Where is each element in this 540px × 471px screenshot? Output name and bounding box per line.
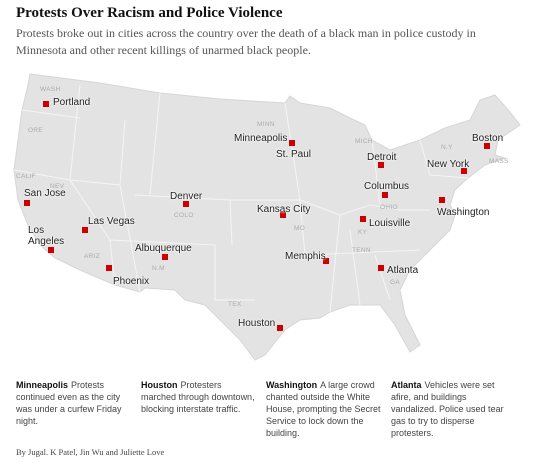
city-marker (162, 254, 168, 260)
note: Atlanta Vehicles were set afire, and buil… (391, 379, 507, 439)
city-label: Houston (238, 318, 276, 329)
city-label: St. Paul (276, 149, 312, 160)
state-label: N.M (152, 265, 165, 272)
city-marker (378, 265, 384, 271)
city-label: Memphis (285, 251, 326, 262)
city-label: Columbus (364, 181, 410, 192)
city-label: Los Angeles (28, 225, 65, 247)
state-label: N.Y (441, 144, 453, 151)
city-marker (378, 162, 384, 168)
state-label: ARIZ (84, 253, 101, 260)
state-label: KY (358, 229, 368, 236)
city-marker (48, 247, 54, 253)
note-place: Minneapolis (16, 380, 69, 390)
city-label: Denver (170, 191, 203, 202)
state-label: OHIO (380, 204, 398, 211)
city-label: Minneapolis (234, 133, 288, 144)
note-place: Atlanta (391, 380, 422, 390)
city-marker (461, 168, 467, 174)
state-label: COLO (174, 212, 194, 219)
city-label: Albuquerque (135, 243, 192, 254)
state-label: NEV (50, 183, 65, 190)
note: Washington A large crowd chanted outside … (266, 379, 382, 439)
state-label: GA (390, 279, 400, 286)
city-label: Louisville (369, 218, 411, 229)
state-label: TENN (352, 247, 371, 254)
city-label: Boston (472, 133, 504, 144)
us-outline (13, 73, 521, 361)
state-borders (13, 84, 469, 313)
city-label: Washington (437, 207, 490, 218)
state-label: ORE (28, 127, 43, 134)
city-marker (24, 200, 30, 206)
city-marker (360, 216, 366, 222)
notes: Minneapolis Protests continued even as th… (16, 379, 526, 439)
city-marker (289, 140, 295, 146)
state-label: MASS (489, 158, 509, 165)
note-place: Washington (266, 380, 318, 390)
note-text: Protesters marched through downtown, blo… (141, 380, 255, 414)
state-label: MICH (355, 138, 373, 145)
state-label: TEX (228, 301, 242, 308)
city-marker (106, 265, 112, 271)
city-marker (82, 227, 88, 233)
state-label: CALIF (16, 173, 36, 180)
city-label: San Jose (24, 188, 66, 199)
note-text: Protests continued even as the city was … (16, 380, 122, 426)
city-marker (323, 258, 329, 264)
state-label: WASH (40, 86, 61, 93)
city-label: Phoenix (113, 276, 150, 287)
city-marker (484, 143, 490, 149)
state-label: MO (294, 225, 306, 232)
city-label: Kansas City (257, 204, 311, 215)
city-marker (43, 101, 49, 107)
city-label: Portland (53, 97, 91, 108)
city-label: New York (427, 159, 470, 170)
city-marker (382, 192, 388, 198)
city-label: Atlanta (387, 265, 419, 276)
note: Houston Protesters marched through downto… (141, 379, 257, 439)
city-label: Detroit (367, 152, 397, 163)
city-marker (439, 197, 445, 203)
subtitle: Protests broke out in cities across the … (16, 26, 476, 57)
title: Protests Over Racism and Police Violence (16, 5, 283, 21)
city-label: Las Vegas (88, 216, 135, 227)
note-text: A large crowd chanted outside the White … (266, 380, 381, 438)
city-marker (183, 201, 189, 207)
note-text: Vehicles were set afire, and buildings v… (391, 380, 504, 438)
city-marker (277, 325, 283, 331)
byline: By Jugal. K Patel, Jin Wu and Juliette L… (16, 447, 165, 457)
state-label: MINN (257, 121, 275, 128)
city-marker (280, 212, 286, 218)
note-place: Houston (141, 380, 178, 390)
note: Minneapolis Protests continued even as th… (16, 379, 132, 439)
